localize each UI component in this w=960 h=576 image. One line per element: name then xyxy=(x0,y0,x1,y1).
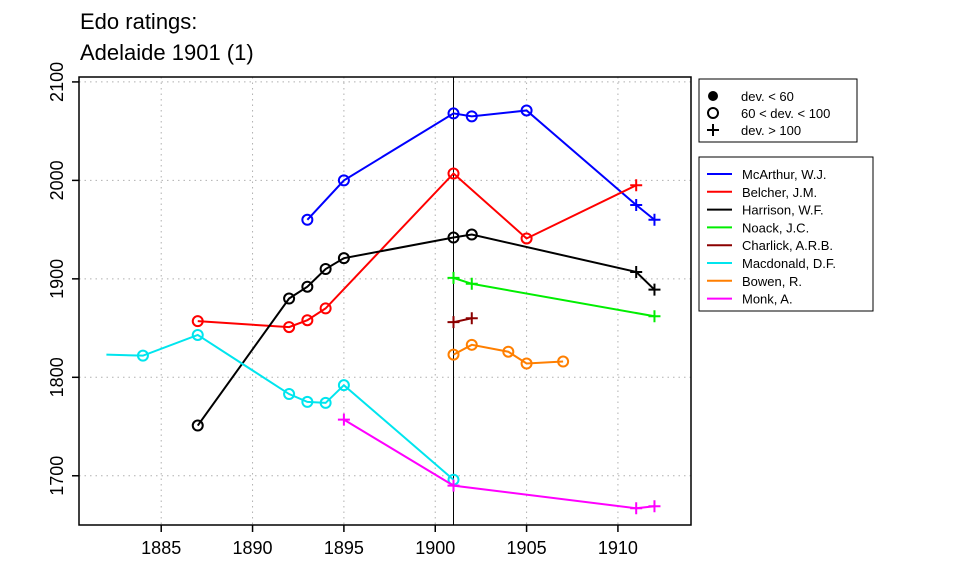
data-point-harrison-w-f-5 xyxy=(447,231,460,244)
marker-legend-label-plus: dev. > 100 xyxy=(741,123,801,138)
series-line-macdonald-d-f xyxy=(106,333,455,481)
data-point-belcher-j-m-5 xyxy=(520,232,533,245)
y-tick-label-1700: 1700 xyxy=(47,456,67,496)
data-point-mcarthur-w-j-6 xyxy=(648,213,661,226)
data-point-belcher-j-m-3 xyxy=(319,302,332,315)
y-tick-label-2000: 2000 xyxy=(47,160,67,200)
data-point-mcarthur-w-j-5 xyxy=(630,199,643,211)
data-point-monk-a-2 xyxy=(630,502,643,515)
data-point-macdonald-d-f-3 xyxy=(283,388,296,401)
data-point-harrison-w-f-3 xyxy=(319,263,332,275)
series-line-belcher-j-m xyxy=(197,172,637,329)
x-tick-label-1910: 1910 xyxy=(598,538,638,558)
data-point-monk-a-0 xyxy=(337,413,350,426)
marker-legend-symbol-plus xyxy=(707,124,719,136)
marker-legend-symbol-circle xyxy=(707,107,719,119)
series-line-harrison-w-f xyxy=(196,233,656,427)
marker-legend-symbol-dot xyxy=(708,91,718,101)
data-point-noack-j-c-0 xyxy=(447,271,460,284)
legend-label-belcher-j-m: Belcher, J.M. xyxy=(742,185,817,200)
y-tick-label-1900: 1900 xyxy=(47,259,67,299)
data-point-mcarthur-w-j-0 xyxy=(301,213,314,226)
data-point-mcarthur-w-j-1 xyxy=(337,174,350,187)
data-point-belcher-j-m-6 xyxy=(630,179,643,192)
legend-label-mcarthur-w-j: McArthur, W.J. xyxy=(742,167,827,182)
x-tick-label-1905: 1905 xyxy=(507,538,547,558)
legend-label-bowen-r: Bowen, R. xyxy=(742,274,802,289)
data-point-harrison-w-f-8 xyxy=(648,283,661,296)
data-point-harrison-w-f-0 xyxy=(191,419,204,432)
data-point-harrison-w-f-2 xyxy=(301,280,314,293)
plot-frame xyxy=(78,76,692,526)
data-point-bowen-r-3 xyxy=(520,357,533,370)
legend-label-macdonald-d-f: Macdonald, D.F. xyxy=(742,256,836,271)
legend-label-noack-j-c: Noack, J.C. xyxy=(742,220,809,235)
data-point-monk-a-3 xyxy=(648,500,661,513)
marker-legend-label-circle: 60 < dev. < 100 xyxy=(741,106,830,121)
y-tick-label-2100: 2100 xyxy=(47,62,67,102)
data-point-charlick-a-r-b-0 xyxy=(447,316,460,329)
data-point-macdonald-d-f-4 xyxy=(301,395,314,408)
data-point-harrison-w-f-7 xyxy=(630,265,643,278)
marker-legend-box xyxy=(698,78,858,143)
data-point-mcarthur-w-j-2 xyxy=(447,107,460,120)
x-tick-label-1900: 1900 xyxy=(415,538,455,558)
legend-label-monk-a: Monk, A. xyxy=(742,292,793,307)
chart-title-line-2: Adelaide 1901 (1) xyxy=(80,40,254,65)
plot-area: 1885 1890 1895 1900 1905 1910 1700 1800 1900 2000… xyxy=(47,62,692,558)
data-point-mcarthur-w-j-3 xyxy=(465,110,478,123)
legend-label-harrison-w-f: Harrison, W.F. xyxy=(742,203,824,218)
data-point-mcarthur-w-j-4 xyxy=(520,104,533,117)
data-point-charlick-a-r-b-1 xyxy=(465,312,478,325)
data-point-harrison-w-f-4 xyxy=(337,252,350,265)
data-point-harrison-w-f-1 xyxy=(283,292,296,305)
data-point-monk-a-1 xyxy=(447,479,460,492)
series-line-bowen-r xyxy=(453,343,564,365)
data-point-macdonald-d-f-2 xyxy=(191,328,204,341)
legend: dev. < 60 60 < dev. < 100 dev. > 100 McArth… xyxy=(698,78,874,312)
legend-label-charlick-a-r-b: Charlick, A.R.B. xyxy=(742,238,833,253)
data-point-harrison-w-f-6 xyxy=(465,228,478,241)
data-point-belcher-j-m-2 xyxy=(301,314,314,327)
data-point-macdonald-d-f-6 xyxy=(337,379,350,392)
data-point-noack-j-c-2 xyxy=(648,310,661,323)
data-point-macdonald-d-f-5 xyxy=(319,396,332,409)
marker-legend-label-dot: dev. < 60 xyxy=(741,89,794,104)
y-tick-label-1800: 1800 xyxy=(47,357,67,397)
data-point-bowen-r-0 xyxy=(447,348,460,361)
x-tick-label-1890: 1890 xyxy=(233,538,273,558)
data-point-belcher-j-m-0 xyxy=(191,315,204,328)
data-point-bowen-r-4 xyxy=(557,355,570,368)
data-point-macdonald-d-f-1 xyxy=(136,349,149,362)
data-point-noack-j-c-1 xyxy=(465,277,478,290)
data-point-belcher-j-m-1 xyxy=(283,321,296,334)
x-tick-label-1885: 1885 xyxy=(141,538,181,558)
chart-title-line-1: Edo ratings: xyxy=(80,9,197,34)
data-point-bowen-r-2 xyxy=(502,345,515,358)
series-legend-box xyxy=(698,156,874,312)
x-tick-label-1895: 1895 xyxy=(324,538,364,558)
series-line-noack-j-c xyxy=(453,276,655,318)
data-point-belcher-j-m-4 xyxy=(447,167,460,180)
series-line-monk-a xyxy=(343,418,655,510)
series-line-mcarthur-w-j xyxy=(306,109,656,221)
data-point-bowen-r-1 xyxy=(465,338,478,351)
